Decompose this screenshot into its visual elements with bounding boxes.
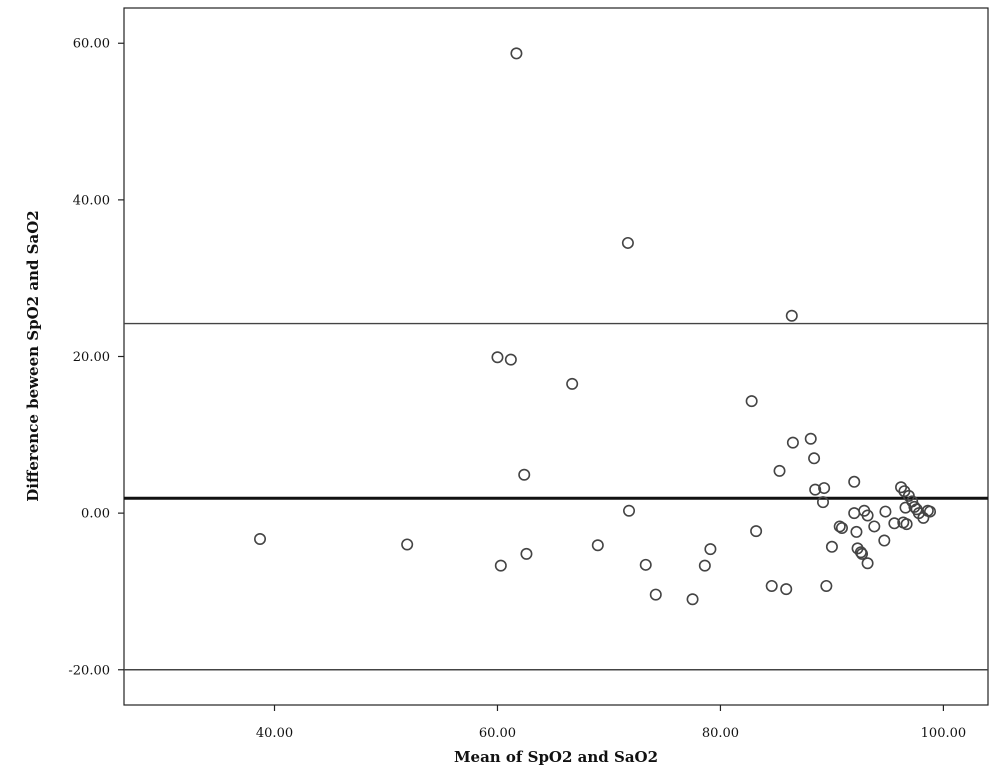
x-tick-label: 80.00: [702, 726, 739, 741]
plot-frame: [123, 7, 989, 706]
data-point: [835, 522, 848, 535]
data-point: [773, 464, 786, 477]
data-point: [900, 518, 913, 531]
data-point: [861, 557, 874, 570]
y-tick-label: 40.00: [73, 193, 110, 208]
y-axis: -20.00 0.00 20.00 40.00 60.00: [68, 37, 124, 678]
data-point: [850, 525, 863, 538]
data-point: [518, 468, 531, 481]
data-point: [818, 482, 831, 495]
y-tick-label: 60.00: [73, 37, 110, 52]
data-point: [868, 520, 881, 533]
y-tick-label: 20.00: [73, 350, 110, 365]
data-points: [254, 47, 937, 606]
data-point: [621, 236, 634, 249]
data-point: [861, 509, 874, 522]
data-point: [854, 546, 867, 559]
x-tick-label: 60.00: [479, 726, 516, 741]
data-point: [924, 505, 937, 518]
data-point: [879, 505, 892, 518]
data-point: [494, 559, 507, 572]
x-axis: 40.00 60.00 80.00 100.00: [256, 705, 966, 741]
data-point: [895, 481, 908, 494]
data-point: [848, 475, 861, 488]
data-point: [510, 47, 523, 60]
data-point: [504, 353, 517, 366]
data-point: [804, 432, 817, 445]
y-tick-label: -20.00: [68, 663, 110, 678]
data-point: [809, 483, 822, 496]
data-point: [745, 395, 758, 408]
data-point: [639, 558, 652, 571]
data-point: [649, 588, 662, 601]
data-point: [491, 351, 504, 364]
data-point: [833, 520, 846, 533]
y-axis-title: Difference beween SpO2 and SaO2: [24, 210, 42, 501]
data-point: [520, 547, 533, 560]
data-point: [848, 507, 861, 520]
data-point: [401, 538, 414, 551]
data-point: [856, 547, 869, 560]
data-point: [785, 309, 798, 322]
data-point: [808, 452, 821, 465]
data-point: [686, 593, 699, 606]
data-point: [591, 539, 604, 552]
data-point: [786, 436, 799, 449]
data-point: [623, 504, 636, 517]
data-point: [765, 579, 778, 592]
data-point: [878, 534, 891, 547]
y-tick-label: 0.00: [81, 507, 110, 522]
data-point: [750, 525, 763, 538]
data-point: [780, 583, 793, 596]
data-point: [825, 540, 838, 553]
data-point: [820, 579, 833, 592]
data-point: [566, 377, 579, 390]
x-axis-title: Mean of SpO2 and SaO2: [454, 748, 658, 766]
data-point: [817, 496, 830, 509]
data-point: [704, 543, 717, 556]
data-point: [698, 559, 711, 572]
data-point: [888, 517, 901, 530]
data-point: [254, 532, 267, 545]
x-tick-label: 40.00: [256, 726, 293, 741]
data-point: [899, 501, 912, 514]
x-tick-label: 100.00: [921, 726, 967, 741]
